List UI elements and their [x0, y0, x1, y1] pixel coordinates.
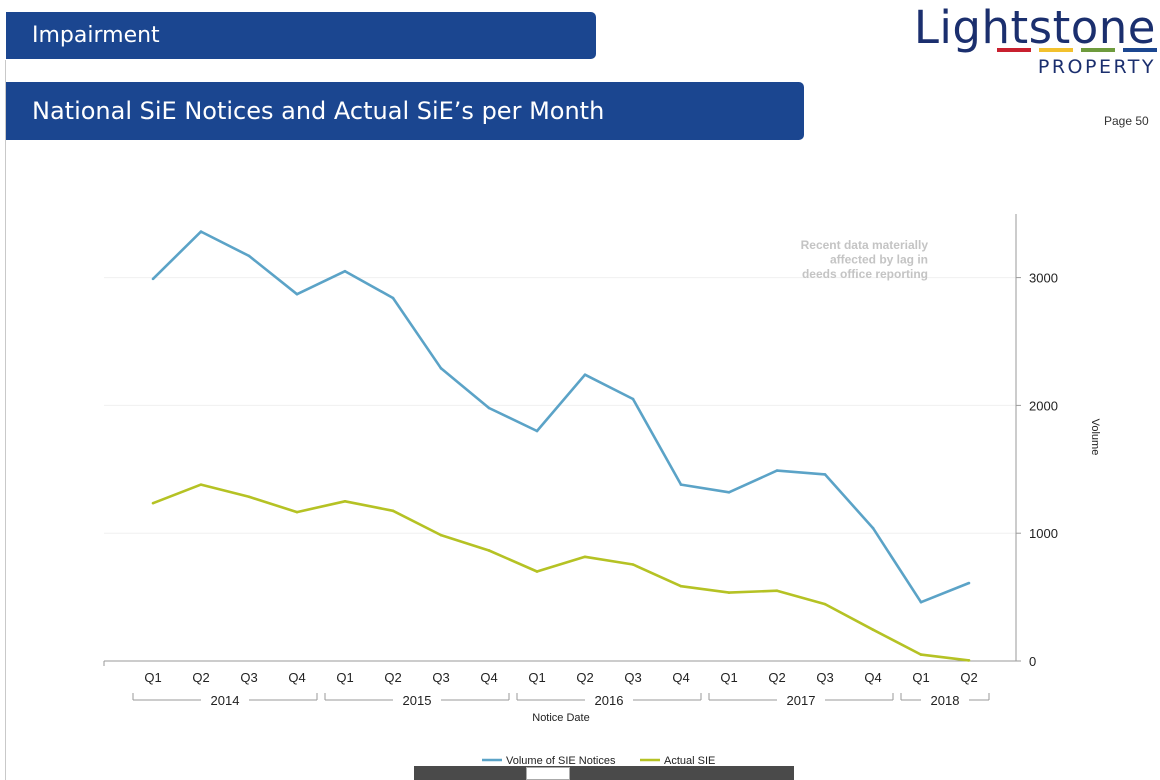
data-point — [679, 483, 683, 486]
data-point — [391, 509, 395, 513]
data-point — [391, 296, 395, 300]
x-tick-label: Q3 — [432, 670, 449, 685]
logo-wordmark: Lightstone — [913, 1, 1156, 54]
data-point — [583, 373, 587, 377]
x-tick-label: Q2 — [576, 670, 593, 685]
logo-stripe-blue — [1123, 48, 1157, 52]
logo-stripe-yellow — [1039, 48, 1073, 52]
annotation-text: affected by lag in — [830, 253, 928, 267]
x-tick-label: Q1 — [720, 670, 737, 685]
scroll-thumb[interactable] — [526, 767, 570, 780]
x-tick-label: Q1 — [336, 670, 353, 685]
data-point — [199, 483, 203, 486]
data-point — [679, 584, 683, 588]
data-point — [823, 602, 827, 606]
year-label: 2015 — [403, 693, 432, 708]
data-point — [487, 406, 491, 410]
x-tick-label: Q2 — [384, 670, 401, 685]
legend-label: Volume of SIE Notices — [506, 755, 616, 767]
x-axis-label: Notice Date — [532, 712, 589, 724]
year-label: 2014 — [211, 693, 240, 708]
section-header: Impairment — [6, 12, 596, 59]
legend-label: Actual SIE — [664, 755, 715, 767]
data-point — [967, 659, 971, 662]
data-point — [727, 591, 731, 594]
data-point — [343, 269, 347, 273]
y-tick-label: 3000 — [1029, 271, 1058, 286]
data-point — [583, 555, 587, 559]
data-point — [871, 526, 875, 530]
logo-subtitle: PROPERTY — [1037, 56, 1156, 78]
x-tick-label: Q3 — [240, 670, 257, 685]
data-point — [727, 491, 731, 494]
annotation-text: Recent data materially — [801, 238, 929, 252]
x-tick-label: Q4 — [480, 670, 497, 685]
y-axis-label: Volume — [1089, 419, 1101, 456]
data-point — [919, 653, 923, 656]
series-line-sie-notices — [152, 230, 970, 604]
y-tick-label: 1000 — [1029, 526, 1058, 541]
year-label: 2018 — [931, 693, 960, 708]
x-tick-label: Q1 — [912, 670, 929, 685]
annotation-text: deeds office reporting — [802, 267, 928, 281]
x-tick-label: Q1 — [144, 670, 161, 685]
x-tick-label: Q2 — [192, 670, 209, 685]
left-rule — [5, 60, 6, 780]
data-point — [775, 469, 779, 472]
x-tick-label: Q3 — [624, 670, 641, 685]
data-point — [967, 581, 971, 585]
data-point — [919, 600, 923, 604]
x-tick-label: Q2 — [960, 670, 977, 685]
data-point — [439, 367, 443, 370]
year-label: 2017 — [787, 693, 816, 708]
x-tick-label: Q3 — [816, 670, 833, 685]
x-tick-label: Q1 — [528, 670, 545, 685]
logo-stripe-green — [1081, 48, 1115, 52]
data-point — [295, 510, 299, 514]
year-label: 2016 — [595, 693, 624, 708]
x-tick-label: Q4 — [288, 670, 305, 685]
data-point — [631, 397, 635, 401]
y-tick-label: 2000 — [1029, 398, 1058, 413]
data-point — [199, 230, 203, 233]
page-title: National SiE Notices and Actual SiE’s pe… — [6, 82, 804, 140]
data-point — [295, 292, 299, 296]
data-point — [775, 589, 779, 593]
data-point — [247, 254, 251, 258]
scroll-bar[interactable] — [414, 766, 794, 780]
x-tick-label: Q4 — [672, 670, 689, 685]
data-point — [151, 501, 155, 505]
y-tick-label: 0 — [1029, 654, 1036, 669]
x-tick-label: Q2 — [768, 670, 785, 685]
x-tick-label: Q4 — [864, 670, 881, 685]
data-point — [535, 570, 539, 573]
data-point — [823, 473, 827, 476]
company-logo: Lightstone PROPERTY — [914, 0, 1160, 82]
data-point — [535, 429, 539, 433]
data-point — [247, 495, 251, 499]
data-point — [439, 533, 443, 537]
data-point — [871, 628, 875, 631]
data-point — [487, 549, 491, 552]
series-line-actual-sie — [152, 483, 970, 662]
data-point — [631, 563, 635, 566]
data-point — [343, 499, 347, 503]
data-point — [151, 277, 155, 281]
page-number: Page 50 — [1104, 114, 1149, 128]
logo-stripe-red — [997, 48, 1031, 52]
